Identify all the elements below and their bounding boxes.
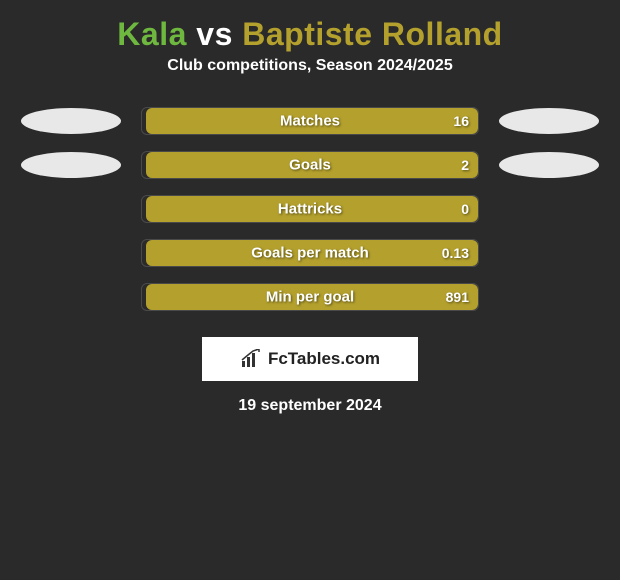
page-title: Kala vs Baptiste Rolland (10, 16, 610, 53)
player1-name: Kala (117, 16, 187, 52)
stat-bar: Goals 2 (141, 151, 479, 179)
player2-marker (499, 152, 599, 178)
stat-label: Goals (289, 157, 331, 174)
logo-text: FcTables.com (268, 349, 380, 369)
date-text: 19 september 2024 (10, 397, 610, 415)
stats-rows: Matches 16 Goals 2 Hattricks 0 Goals per match… (10, 105, 610, 313)
stat-row: Min per goal 891 (10, 281, 610, 313)
subtitle: Club competitions, Season 2024/2025 (10, 57, 610, 75)
stat-label: Goals per match (251, 245, 369, 262)
stat-value: 16 (453, 113, 469, 129)
comparison-widget: Kala vs Baptiste Rolland Club competitio… (0, 0, 620, 423)
player1-marker (21, 152, 121, 178)
player1-marker (21, 108, 121, 134)
stat-label: Matches (280, 113, 340, 130)
stat-bar: Goals per match 0.13 (141, 239, 479, 267)
stat-bar: Min per goal 891 (141, 283, 479, 311)
stat-value: 891 (446, 289, 469, 305)
stat-label: Hattricks (278, 201, 342, 218)
player2-name: Baptiste Rolland (242, 16, 502, 52)
stat-row: Goals per match 0.13 (10, 237, 610, 269)
stat-label: Min per goal (266, 289, 354, 306)
stat-value: 0.13 (442, 245, 469, 261)
player2-marker (499, 108, 599, 134)
stat-row: Goals 2 (10, 149, 610, 181)
stat-bar: Hattricks 0 (141, 195, 479, 223)
stat-value: 2 (461, 157, 469, 173)
logo-box: FcTables.com (202, 337, 418, 381)
vs-text: vs (196, 16, 233, 52)
stat-bar: Matches 16 (141, 107, 479, 135)
stat-row: Matches 16 (10, 105, 610, 137)
stat-row: Hattricks 0 (10, 193, 610, 225)
stat-value: 0 (461, 201, 469, 217)
chart-icon (240, 349, 262, 369)
